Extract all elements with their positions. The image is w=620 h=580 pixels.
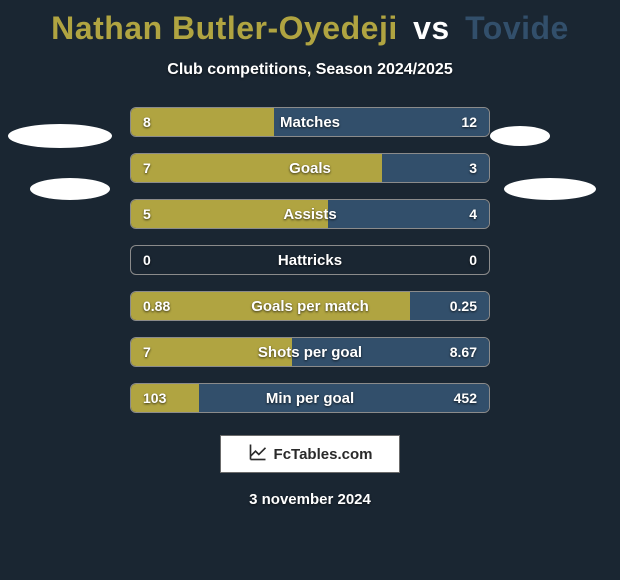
stats-container: 812Matches 73Goals 54Assists 0 0Hattricks 0.8…: [130, 107, 490, 413]
stat-fill-right: [410, 292, 489, 320]
stat-row: 812Matches: [130, 107, 490, 137]
stat-fill-left: [131, 154, 382, 182]
source-text: FcTables.com: [274, 446, 373, 463]
source-badge: FcTables.com: [220, 435, 400, 473]
stat-fill-left: [131, 384, 199, 412]
stat-fill-left: [131, 108, 274, 136]
decorative-ellipse: [490, 126, 550, 146]
vs-label: vs: [413, 10, 450, 46]
comparison-title: Nathan Butler-Oyedeji vs Tovide: [0, 0, 620, 47]
decorative-ellipse: [504, 178, 596, 200]
date-label: 3 november 2024: [0, 491, 620, 508]
stat-row: 54Assists: [130, 199, 490, 229]
stat-label: Hattricks: [131, 246, 489, 274]
stat-fill-right: [382, 154, 489, 182]
stat-row: 0 0Hattricks: [130, 245, 490, 275]
stat-fill-left: [131, 200, 328, 228]
stat-row: 73Goals: [130, 153, 490, 183]
stat-row: 103452Min per goal: [130, 383, 490, 413]
stat-fill-right: [328, 200, 489, 228]
player2-name: Tovide: [465, 10, 569, 46]
stat-row: 78.67Shots per goal: [130, 337, 490, 367]
chart-icon: [248, 442, 268, 466]
stat-fill-right: [292, 338, 489, 366]
stat-value-left: 0: [131, 246, 163, 274]
stat-row: 0.880.25Goals per match: [130, 291, 490, 321]
decorative-ellipse: [8, 124, 112, 148]
subtitle: Club competitions, Season 2024/2025: [0, 61, 620, 79]
stat-fill-left: [131, 292, 410, 320]
decorative-ellipse: [30, 178, 110, 200]
stat-fill-left: [131, 338, 292, 366]
stat-fill-right: [274, 108, 489, 136]
stat-fill-right: [199, 384, 489, 412]
player1-name: Nathan Butler-Oyedeji: [51, 10, 398, 46]
stat-value-right: 0: [457, 246, 489, 274]
